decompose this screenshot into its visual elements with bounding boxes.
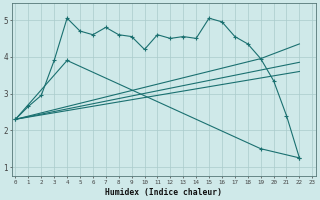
X-axis label: Humidex (Indice chaleur): Humidex (Indice chaleur) [105, 188, 222, 197]
